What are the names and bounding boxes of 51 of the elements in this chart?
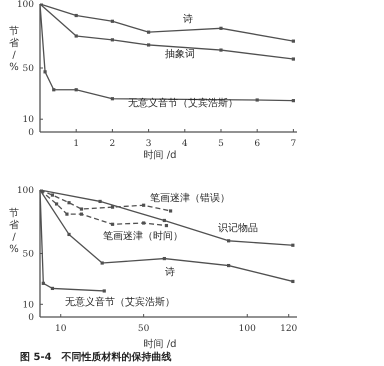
x-tick-label: 10 bbox=[55, 324, 67, 334]
point bbox=[110, 97, 114, 100]
series-label: 笔画迷津（时间） bbox=[103, 230, 183, 242]
x-tick-label: 100 bbox=[238, 324, 256, 334]
y-tick-label: 50 bbox=[22, 64, 34, 74]
series-label: 无意义音节（艾宾浩斯） bbox=[65, 296, 175, 308]
point bbox=[102, 289, 106, 293]
point bbox=[227, 239, 230, 242]
point bbox=[142, 204, 146, 207]
series-label: 识记物品 bbox=[218, 222, 258, 234]
x-tick-label: 2 bbox=[110, 139, 116, 149]
y-axis-title: 节省/% bbox=[9, 25, 19, 73]
x-tick-label: 120 bbox=[280, 324, 298, 334]
point bbox=[100, 261, 104, 265]
point bbox=[256, 98, 259, 102]
point bbox=[146, 30, 150, 34]
y-tick-label: 10 bbox=[22, 115, 34, 126]
y-tick-label: 100 bbox=[16, 186, 34, 196]
x-tick-label: 3 bbox=[146, 139, 152, 149]
series-label: 无意义音节（艾宾浩斯） bbox=[128, 97, 238, 109]
y-tick-label: 50 bbox=[22, 250, 34, 260]
y-tick-label: 100 bbox=[16, 0, 34, 10]
caption: 图 5-4 不同性质材料的保持曲线 bbox=[20, 351, 172, 363]
x-tick-label: 4 bbox=[182, 139, 188, 149]
point bbox=[110, 38, 114, 42]
point bbox=[67, 201, 71, 204]
series-label: 笔画迷津（错误） bbox=[150, 192, 230, 204]
x-tick-label: 5 bbox=[218, 139, 224, 149]
point bbox=[42, 282, 45, 285]
x-tick-label: 50 bbox=[138, 324, 150, 334]
point bbox=[52, 88, 56, 92]
y-tick-label: 10 bbox=[22, 300, 34, 310]
point bbox=[74, 88, 78, 92]
point bbox=[110, 222, 114, 226]
point bbox=[291, 244, 294, 247]
point bbox=[110, 20, 114, 23]
point bbox=[74, 34, 78, 38]
point bbox=[43, 70, 47, 74]
x-tick-label: 6 bbox=[254, 139, 260, 149]
y-tick-label: 0 bbox=[28, 313, 34, 323]
series-label: 诗 bbox=[183, 13, 193, 25]
y-tick-label: 0 bbox=[28, 128, 34, 138]
point bbox=[219, 26, 223, 30]
point bbox=[74, 14, 78, 18]
series-label: 抽象词 bbox=[165, 48, 195, 60]
x-axis-title: 时间 /d bbox=[144, 149, 176, 161]
y-axis-title: 节省/% bbox=[9, 207, 19, 255]
x-axis-title: 时间 /d bbox=[144, 338, 176, 350]
x-tick-label: 1 bbox=[73, 139, 80, 149]
series-label: 诗 bbox=[165, 266, 175, 278]
x-tick-label: 7 bbox=[290, 139, 297, 149]
